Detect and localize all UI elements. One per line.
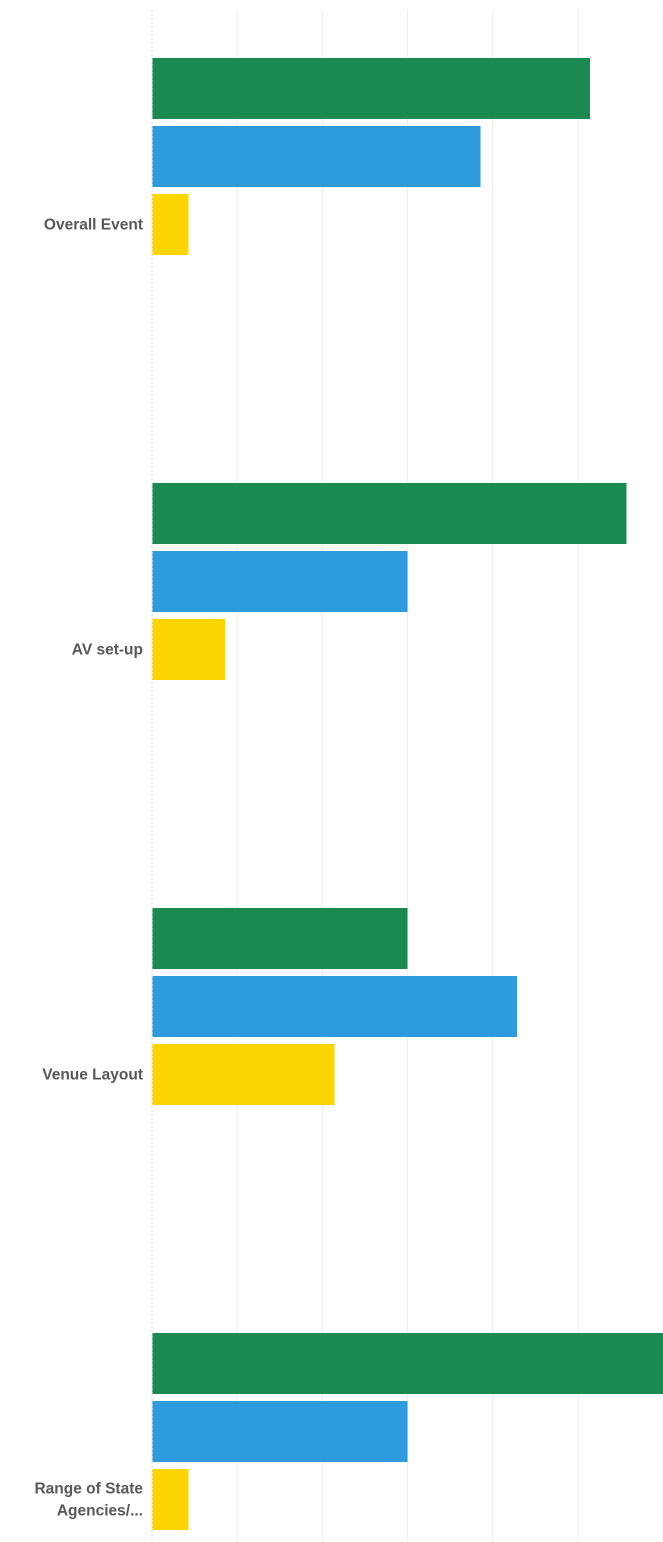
category-label-line: Agencies/... <box>57 1503 143 1520</box>
category-label-line: AV set-up <box>72 642 143 659</box>
category-label: Overall Event <box>44 217 143 234</box>
label-layer: Overall Event AV set-up Venue Layout Range … <box>34 217 143 1520</box>
category-label: AV set-up <box>72 642 143 659</box>
bar <box>152 1401 408 1462</box>
bar <box>152 58 590 119</box>
grid-layer <box>151 10 663 1542</box>
category-label-line: Overall Event <box>44 217 143 234</box>
bar <box>152 194 189 255</box>
bar <box>152 976 517 1037</box>
bar <box>152 908 408 969</box>
bar <box>152 1333 663 1394</box>
category-label: Range of State Agencies/... <box>34 1481 143 1520</box>
category-label-line: Venue Layout <box>42 1067 143 1084</box>
bar <box>152 126 481 187</box>
bar-layer <box>152 58 663 1530</box>
bar <box>152 551 408 612</box>
category-label-line: Range of State <box>34 1481 143 1498</box>
bar <box>152 619 225 680</box>
bar <box>152 1044 335 1105</box>
category-label: Venue Layout <box>42 1067 143 1084</box>
bar <box>152 1469 189 1530</box>
bar <box>152 483 627 544</box>
